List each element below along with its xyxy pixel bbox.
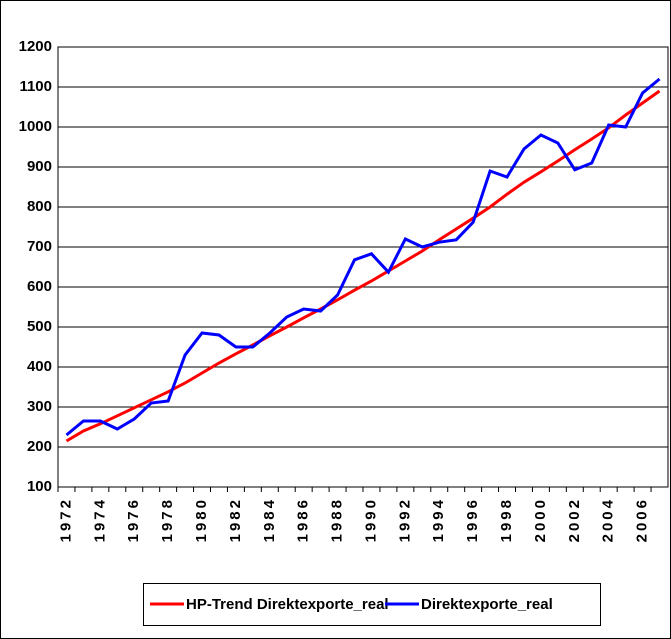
y-tick-label: 100 (27, 478, 52, 495)
x-tick-label: 1996 (464, 497, 481, 542)
x-tick-label: 1974 (91, 497, 108, 542)
x-tick-label: 1986 (295, 497, 312, 542)
x-tick-label: 1976 (125, 497, 142, 542)
x-tick-label: 1982 (227, 497, 244, 542)
y-tick-label: 400 (27, 358, 52, 375)
legend-box (143, 583, 601, 626)
x-tick-label: 1998 (498, 497, 515, 542)
y-tick-label: 700 (27, 238, 52, 255)
legend-label: Direktexporte_real (421, 596, 553, 613)
y-tick-label: 1000 (19, 118, 52, 135)
x-tick-label: 2004 (600, 497, 617, 542)
y-tick-label: 900 (27, 158, 52, 175)
y-tick-label: 500 (27, 318, 52, 335)
x-tick-label: 1994 (430, 497, 447, 542)
x-tick-label: 1990 (362, 497, 379, 542)
y-tick-label: 600 (27, 278, 52, 295)
y-tick-label: 800 (27, 198, 52, 215)
x-tick-label: 2002 (566, 497, 583, 542)
x-tick-label: 2006 (634, 497, 651, 542)
legend-label: HP-Trend Direktexporte_real (186, 596, 389, 613)
x-tick-label: 2000 (532, 497, 549, 542)
x-tick-label: 1988 (329, 497, 346, 542)
y-tick-label: 300 (27, 398, 52, 415)
x-tick-label: 1978 (159, 497, 176, 542)
x-tick-label: 1992 (396, 497, 413, 542)
y-tick-label: 1200 (19, 38, 52, 55)
y-tick-label: 200 (27, 438, 52, 455)
x-tick-label: 1972 (57, 497, 74, 542)
data-line (65, 89, 661, 443)
x-tick-label: 1980 (193, 497, 210, 542)
y-tick-label: 1100 (19, 78, 52, 95)
data-line (65, 77, 661, 437)
x-tick-label: 1984 (261, 497, 278, 542)
